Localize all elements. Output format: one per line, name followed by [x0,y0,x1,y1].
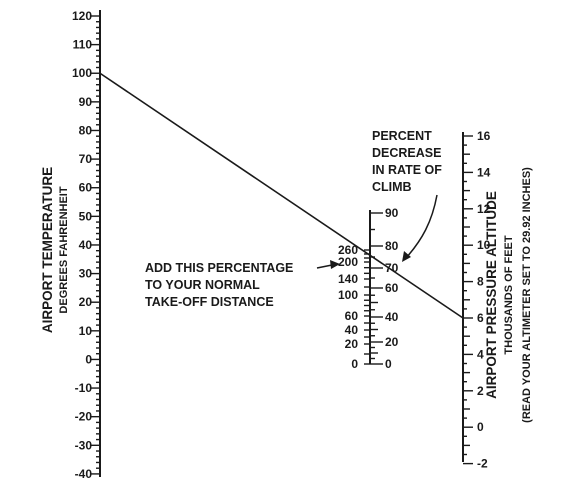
climb-tick-label: 80 [385,239,399,253]
climb-note-line-3: IN RATE OF [372,163,442,177]
altitude-scale-title: AIRPORT PRESSURE ALTITUDE [484,191,499,399]
altitude-tick-label: 8 [477,275,484,289]
temperature-tick-label: 60 [79,181,93,195]
temperature-tick-label: -10 [75,381,93,395]
takeoff-tick-label: 60 [345,309,359,323]
takeoff-note-line-1: ADD THIS PERCENTAGE [145,261,293,275]
altitude-tick-label: 0 [477,420,484,434]
climb-note-line-2: DECREASE [372,146,441,160]
takeoff-note-line-3: TAKE-OFF DISTANCE [145,295,274,309]
takeoff-tick-label: 0 [351,357,358,371]
altitude-scale: 16 14 12 10 8 6 4 2 0 -2 AIRPORT PRESSURE ALTITUD… [462,129,533,471]
takeoff-tick-label: 40 [345,323,359,337]
takeoff-tick-label: 200 [338,255,358,269]
climb-tick-label: 40 [385,310,399,324]
altitude-scale-note: (READ YOUR ALTIMETER SET TO 29.92 INCHES… [521,167,533,423]
altitude-tick-label: 6 [477,311,484,325]
takeoff-tick-label: 100 [338,288,358,302]
climb-arrow-head [402,251,411,262]
climb-tick-label: 60 [385,281,399,295]
altitude-tick-label: 4 [477,347,484,361]
temperature-tick-label: 110 [73,38,93,52]
example-line [99,72,464,319]
temperature-tick-label: -30 [75,438,93,452]
temperature-tick-label: 0 [85,352,92,366]
altitude-tick-label: 2 [477,384,484,398]
temperature-tick-label: 30 [79,267,93,281]
climb-tick-label: 90 [385,206,399,220]
altitude-ticks [463,135,473,465]
takeoff-note-line-2: TO YOUR NORMAL [145,278,260,292]
climb-tick-label: 20 [385,335,399,349]
altitude-tick-label: 16 [477,129,491,143]
takeoff-arrow-head [330,260,340,269]
altitude-scale-subtitle: THOUSANDS OF FEET [503,235,515,354]
takeoff-ticks [364,249,370,365]
temperature-tick-label: 20 [79,295,93,309]
climb-note-line-1: PERCENT [372,129,432,143]
climb-tick-label: 0 [385,357,392,371]
temperature-tick-label: 50 [79,209,93,223]
climb-note-line-4: CLIMB [372,180,412,194]
temperature-tick-label: 90 [79,95,93,109]
temperature-scale-subtitle: DEGREES FAHRENHEIT [58,186,70,313]
altitude-tick-label: 14 [477,165,491,179]
temperature-scale-title: AIRPORT TEMPERATURE [40,167,55,333]
temperature-tick-label: 10 [79,324,93,338]
climb-arrow [405,194,438,259]
temperature-tick-label: 70 [79,152,93,166]
temperature-tick-label: -40 [75,467,93,481]
takeoff-tick-label: 260 [338,243,358,257]
takeoff-tick-label: 20 [345,337,359,351]
temperature-ticks [91,15,100,475]
altitude-tick-label: -2 [477,457,488,471]
altitude-tick-label: 12 [477,202,491,216]
temperature-tick-label: 80 [79,123,93,137]
temperature-scale: 1201101009080706050403020100-10-20-30-40… [40,9,101,481]
altitude-tick-labels: 16 14 12 10 8 6 4 2 0 -2 [477,129,491,471]
temperature-tick-label: 40 [79,238,93,252]
climb-ticks [370,212,383,365]
temperature-tick-label: 120 [72,9,92,23]
temperature-tick-label: 100 [72,66,92,80]
temperature-tick-label: -20 [75,410,93,424]
takeoff-tick-label: 140 [338,272,358,286]
climb-annotation: PERCENT DECREASE IN RATE OF CLIMB [372,129,442,262]
takeoff-annotation: ADD THIS PERCENTAGE TO YOUR NORMAL TAKE-… [145,260,340,309]
altitude-tick-label: 10 [477,238,491,252]
takeoff-arrow [316,264,333,269]
